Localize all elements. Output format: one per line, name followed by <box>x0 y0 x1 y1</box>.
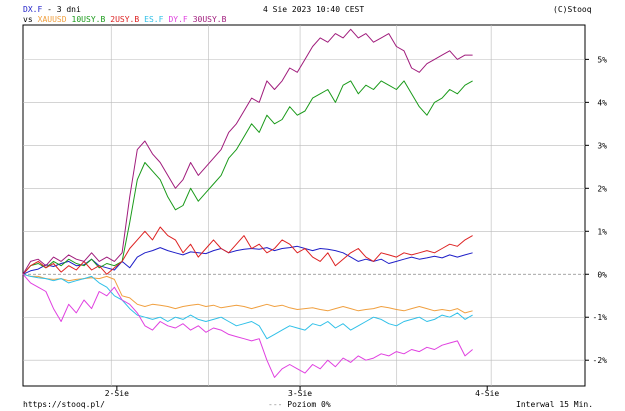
x-tick-label: 2-Sie <box>105 389 129 398</box>
reference-line-label: --- Poziom 0% <box>268 400 331 409</box>
chart-date: 4 Sie 2023 10:40 CEST <box>263 5 365 14</box>
y-tick-label: 3% <box>597 141 607 150</box>
series-line-2usy-b <box>22 226 473 275</box>
series-line-es-f <box>22 273 473 340</box>
footer-url[interactable]: https://stooq.pl/ <box>23 400 105 409</box>
copyright: (C)Stooq <box>553 5 592 14</box>
interval-label: Interwal 15 Min. <box>516 400 594 409</box>
x-tick-label: 4-Sie <box>475 389 499 398</box>
series-line-10usy-b <box>22 80 473 275</box>
series-line-xauusd <box>22 273 473 314</box>
x-tick-label: 3-Sie <box>288 389 312 398</box>
plot-frame <box>22 24 586 387</box>
legend-item-2usy-b[interactable]: 2USY.B <box>110 15 140 24</box>
legend-item-es-f[interactable]: ES.F <box>144 15 164 24</box>
series-line-dx-f <box>22 245 473 275</box>
main-symbol[interactable]: DX.F <box>23 5 43 14</box>
legend: vs XAUUSD 10USY.B 2USY.B ES.F DY.F 30USY.B <box>23 15 231 24</box>
y-tick-label: 1% <box>597 227 607 236</box>
period-label: - 3 dni <box>47 5 81 14</box>
legend-item-dy-f[interactable]: DY.F <box>168 15 188 24</box>
y-tick-label: -2% <box>593 356 608 365</box>
series-line-30usy-b <box>22 28 473 275</box>
chart-title: DX.F - 3 dni <box>23 5 81 14</box>
series-line-dy-f <box>22 273 473 378</box>
legend-item-xauusd[interactable]: XAUUSD <box>37 15 67 24</box>
y-tick-label: 0% <box>597 270 607 279</box>
legend-item-10usy-b[interactable]: 10USY.B <box>71 15 106 24</box>
y-tick-label: 4% <box>597 98 607 107</box>
reference-label: Poziom 0% <box>287 400 331 409</box>
y-tick-label: -1% <box>593 313 608 322</box>
y-tick-label: 5% <box>597 55 607 64</box>
reference-marker: --- <box>268 400 283 409</box>
vs-label: vs <box>23 15 33 24</box>
legend-item-30usy-b[interactable]: 30USY.B <box>192 15 227 24</box>
y-tick-label: 2% <box>597 184 607 193</box>
